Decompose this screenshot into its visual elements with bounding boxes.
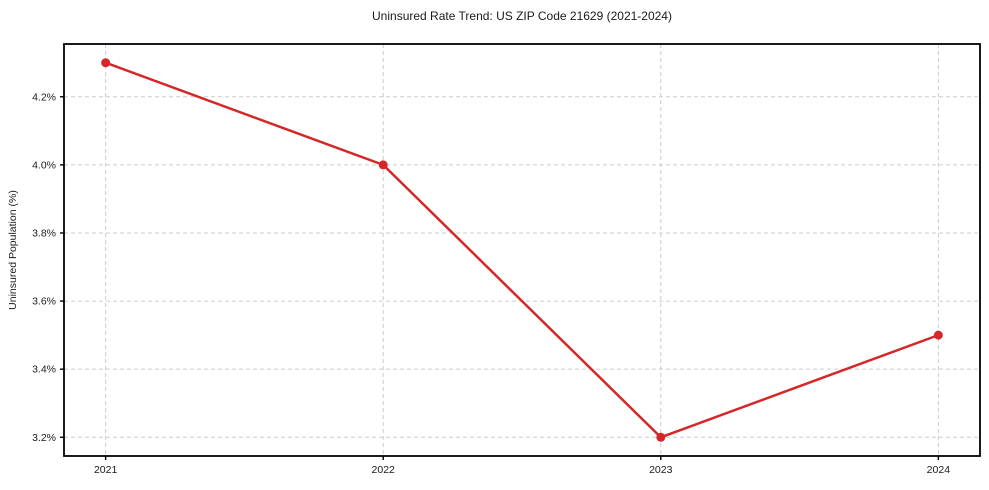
plot-border [63, 43, 981, 457]
data-point [656, 432, 666, 442]
data-point [101, 58, 111, 68]
y-tick-label: 3.4% [32, 364, 56, 376]
x-tick-label: 2022 [372, 464, 396, 476]
x-tick-label: 2024 [927, 464, 951, 476]
data-line [104, 61, 940, 439]
y-tick-label: 3.6% [32, 296, 56, 308]
y-tick-label: 3.2% [32, 432, 56, 444]
y-tick-label: 4.2% [32, 91, 56, 103]
chart-title: Uninsured Rate Trend: US ZIP Code 21629 … [372, 9, 672, 23]
x-tick-label: 2021 [94, 464, 118, 476]
data-point [933, 330, 943, 340]
y-tick-label: 4.0% [32, 159, 56, 171]
data-point [378, 160, 388, 170]
y-tick-label: 3.8% [32, 227, 56, 239]
x-tick-label: 2023 [649, 464, 673, 476]
